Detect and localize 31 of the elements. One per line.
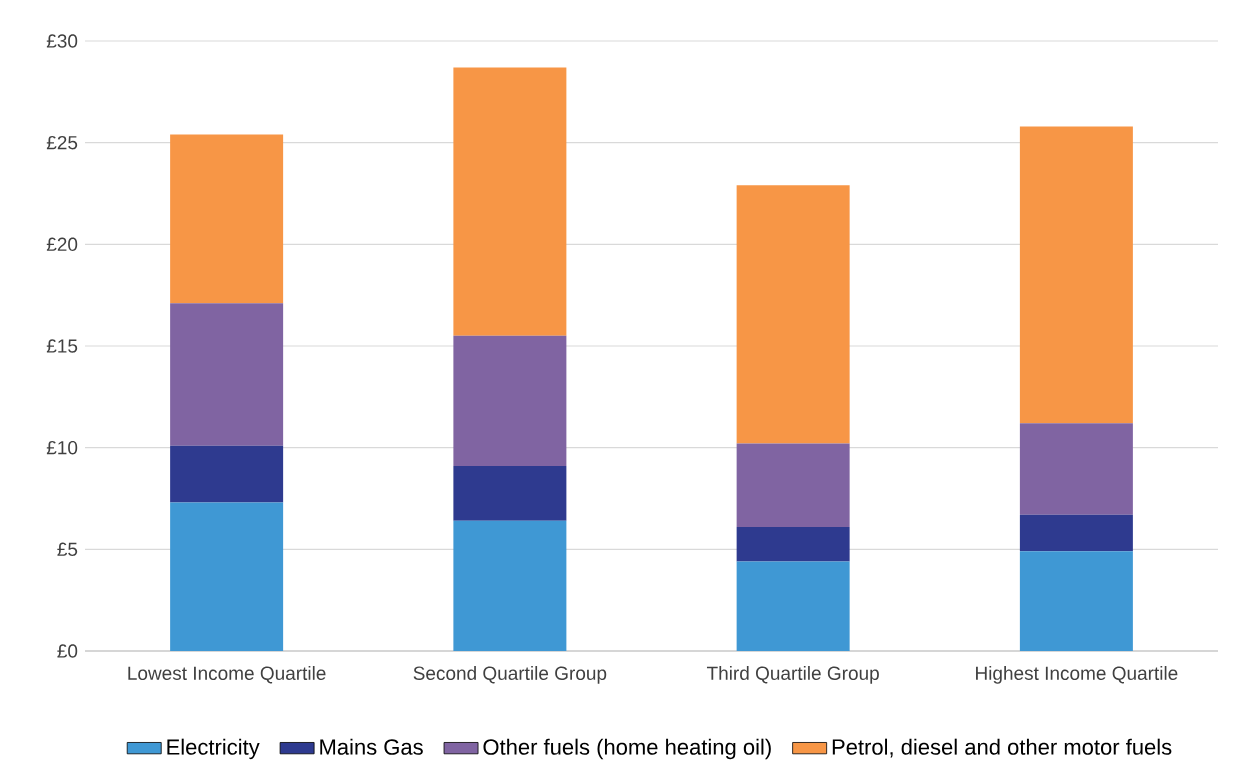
x-tick-label: Second Quartile Group [413, 666, 607, 684]
y-tick-label: £30 [46, 34, 78, 48]
bar [1019, 126, 1133, 424]
x-tick-label: Third Quartile Group [706, 666, 879, 684]
x-tick-label: Highest Income Quartile [976, 666, 1178, 684]
y-tick-label: £0 [57, 644, 78, 658]
bar [170, 445, 284, 503]
y-tick-label: £25 [46, 135, 78, 150]
y-tick-label: £5 [57, 542, 78, 557]
bar [736, 443, 850, 527]
y-tick-label: £20 [46, 237, 78, 252]
bar [170, 502, 284, 651]
y-tick-label: £10 [46, 440, 78, 455]
bar [453, 465, 567, 521]
bar [736, 185, 850, 444]
bar [736, 526, 850, 562]
bar [453, 520, 567, 651]
bar [453, 67, 567, 336]
bar [1019, 551, 1133, 651]
legend-label: Other fuels (home heating oil) [483, 738, 771, 760]
bar [736, 561, 850, 651]
y-tick-label: £15 [46, 339, 78, 353]
bar [170, 134, 284, 304]
bar [1019, 514, 1133, 552]
bar [453, 335, 567, 466]
legend-label: Petrol, diesel and other motor fuels [832, 738, 1172, 758]
legend-label: Mains Gas [320, 738, 423, 755]
x-tick-label: Lowest Income Quartile [128, 666, 326, 684]
legend-label: Electricity [167, 738, 260, 760]
bar [170, 303, 284, 446]
bar [1019, 423, 1133, 515]
